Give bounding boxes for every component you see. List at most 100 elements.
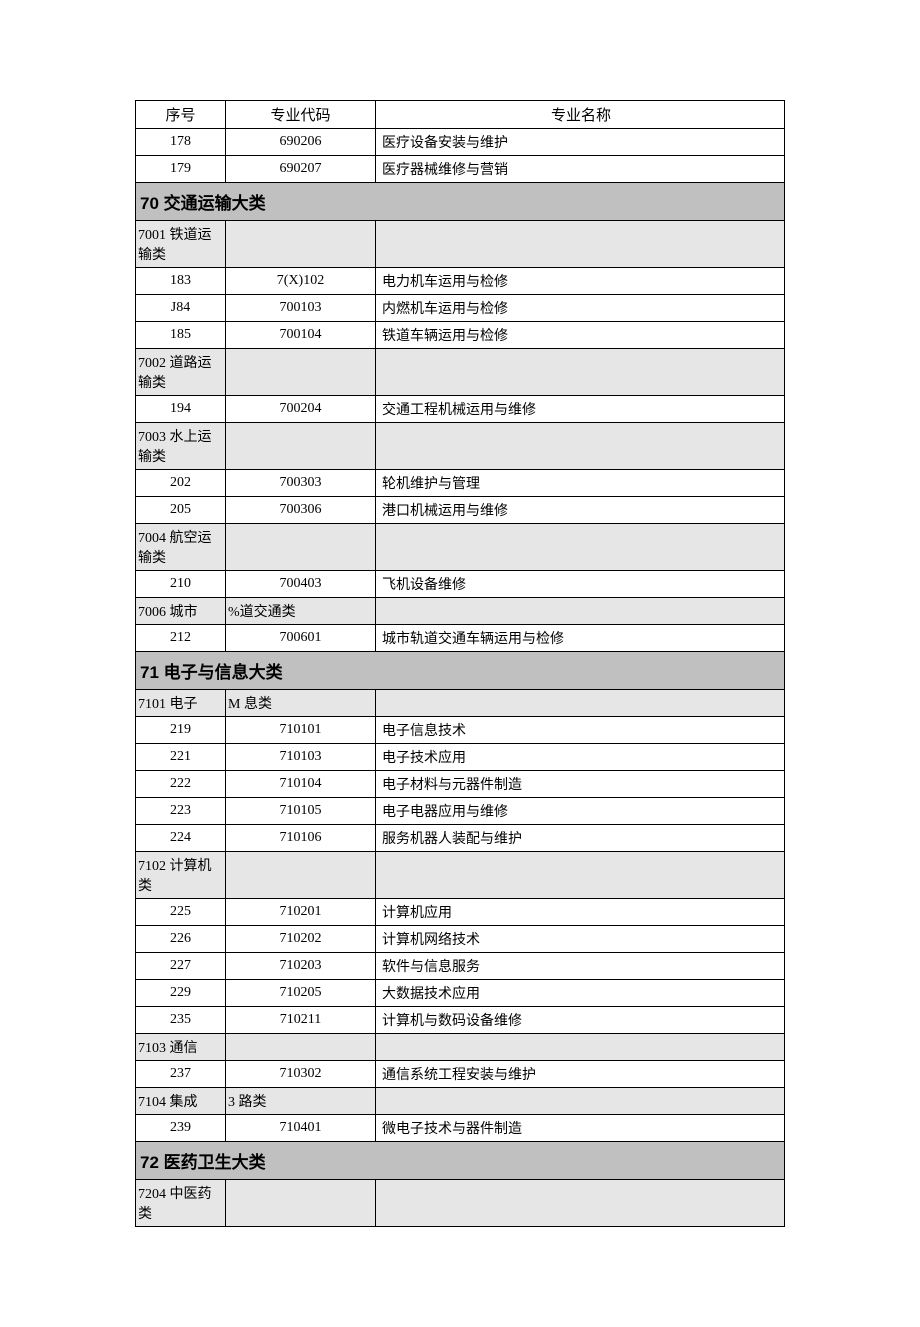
sub-category-seq: 7002 道路运输类 [136,349,226,396]
cell-seq: 237 [136,1061,226,1088]
cell-seq: 225 [136,899,226,926]
sub-category-seq: 7003 水上运输类 [136,423,226,470]
table-row: 221710103电子技术应用 [136,744,785,771]
cell-code: 700306 [226,497,376,524]
sub-category-seq: 7004 航空运输类 [136,524,226,571]
sub-category-name [376,1034,785,1061]
sub-category-row: 7204 中医药类 [136,1180,785,1227]
sub-category-seq: 7006 城市 [136,598,226,625]
cell-seq: 183 [136,268,226,295]
cell-name: 铁道车辆运用与检修 [376,322,785,349]
cell-seq: 223 [136,798,226,825]
sub-category-row: 7103 通信 [136,1034,785,1061]
sub-category-name [376,524,785,571]
table-header-row: 序号专业代码专业名称 [136,101,785,129]
sub-category-row: 7003 水上运输类 [136,423,785,470]
cell-seq: 210 [136,571,226,598]
sub-category-row: 7101 电子M 息类 [136,690,785,717]
cell-name: 医疗器械维修与营销 [376,156,785,183]
sub-category-seq: 7103 通信 [136,1034,226,1061]
cell-code: 700403 [226,571,376,598]
major-category-row: 71 电子与信息大类 [136,652,785,690]
sub-category-code: M 息类 [226,690,376,717]
sub-category-row: 7104 集成3 路类 [136,1088,785,1115]
table-row: 202700303轮机维护与管理 [136,470,785,497]
table-row: 205700306港口机械运用与维修 [136,497,785,524]
sub-category-name [376,349,785,396]
cell-name: 服务机器人装配与维护 [376,825,785,852]
cell-name: 通信系统工程安装与维护 [376,1061,785,1088]
sub-category-code [226,524,376,571]
table-row: J84700103内燃机车运用与检修 [136,295,785,322]
sub-category-row: 7001 铁道运输类 [136,221,785,268]
table-row: 194700204交通工程机械运用与维修 [136,396,785,423]
major-category-label: 71 电子与信息大类 [136,652,785,690]
cell-name: 电子电器应用与维修 [376,798,785,825]
cell-name: 交通工程机械运用与维修 [376,396,785,423]
sub-category-name [376,1180,785,1227]
sub-category-seq: 7104 集成 [136,1088,226,1115]
cell-seq: 239 [136,1115,226,1142]
cell-name: 城市轨道交通车辆运用与检修 [376,625,785,652]
cell-name: 电子材料与元器件制造 [376,771,785,798]
cell-code: 700601 [226,625,376,652]
major-category-row: 72 医药卫生大类 [136,1142,785,1180]
sub-category-seq: 7001 铁道运输类 [136,221,226,268]
cell-seq: 205 [136,497,226,524]
cell-code: 710106 [226,825,376,852]
cell-code: 710401 [226,1115,376,1142]
table-row: 222710104电子材料与元器件制造 [136,771,785,798]
sub-category-name [376,221,785,268]
cell-seq: 178 [136,129,226,156]
sub-category-code: 3 路类 [226,1088,376,1115]
table-row: 212700601城市轨道交通车辆运用与检修 [136,625,785,652]
cell-code: 710302 [226,1061,376,1088]
sub-category-code [226,349,376,396]
sub-category-seq: 7102 计算机类 [136,852,226,899]
cell-seq: 224 [136,825,226,852]
major-category-row: 70 交通运输大类 [136,183,785,221]
cell-name: 电力机车运用与检修 [376,268,785,295]
table-row: 185700104铁道车辆运用与检修 [136,322,785,349]
sub-category-seq: 7204 中医药类 [136,1180,226,1227]
cell-seq: 219 [136,717,226,744]
table-row: 1837(X)102电力机车运用与检修 [136,268,785,295]
table-row: 226710202计算机网络技术 [136,926,785,953]
cell-name: 飞机设备维修 [376,571,785,598]
cell-name: 内燃机车运用与检修 [376,295,785,322]
cell-seq: 212 [136,625,226,652]
sub-category-row: 7102 计算机类 [136,852,785,899]
table-row: 225710201计算机应用 [136,899,785,926]
sub-category-code [226,852,376,899]
cell-name: 轮机维护与管理 [376,470,785,497]
cell-code: 710205 [226,980,376,1007]
cell-name: 微电子技术与器件制造 [376,1115,785,1142]
cell-name: 计算机应用 [376,899,785,926]
cell-seq: 235 [136,1007,226,1034]
cell-code: 710105 [226,798,376,825]
cell-code: 710202 [226,926,376,953]
table-row: 229710205大数据技术应用 [136,980,785,1007]
cell-seq: 227 [136,953,226,980]
cell-code: 710101 [226,717,376,744]
table-body: 序号专业代码专业名称178690206医疗设备安装与维护179690207医疗器… [136,101,785,1227]
cell-seq: 221 [136,744,226,771]
sub-category-code: %道交通类 [226,598,376,625]
table-row: 178690206医疗设备安装与维护 [136,129,785,156]
cell-seq: 179 [136,156,226,183]
cell-seq: 226 [136,926,226,953]
table-row: 219710101电子信息技术 [136,717,785,744]
cell-name: 计算机网络技术 [376,926,785,953]
sub-category-name [376,423,785,470]
sub-category-row: 7006 城市%道交通类 [136,598,785,625]
table-row: 210700403飞机设备维修 [136,571,785,598]
cell-name: 软件与信息服务 [376,953,785,980]
cell-seq: 229 [136,980,226,1007]
sub-category-seq: 7101 电子 [136,690,226,717]
table-row: 227710203软件与信息服务 [136,953,785,980]
sub-category-name [376,1088,785,1115]
sub-category-name [376,690,785,717]
sub-category-code [226,1180,376,1227]
major-category-label: 72 医药卫生大类 [136,1142,785,1180]
major-category-label: 70 交通运输大类 [136,183,785,221]
